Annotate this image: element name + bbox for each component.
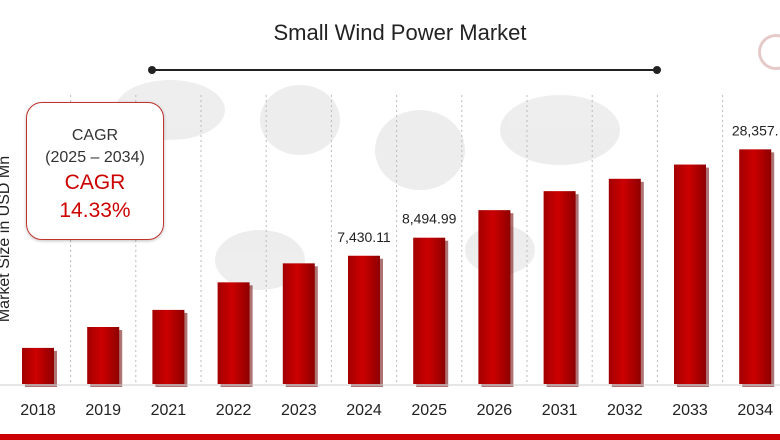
title-rule-left-dot: [148, 66, 156, 74]
x-tick-label-2025: 2025: [411, 402, 447, 419]
x-tick-label-2024: 2024: [346, 402, 382, 419]
x-tick-label-2033: 2033: [672, 402, 708, 419]
bar-2018: [22, 347, 54, 384]
x-tick-label-2019: 2019: [85, 402, 121, 419]
data-label-2025: 8,494.99: [402, 211, 457, 227]
title-rule-right-dot: [653, 66, 661, 74]
watermark-logo-icon: [758, 34, 780, 70]
footer-bar: [0, 434, 780, 440]
x-tick-label-2021: 2021: [151, 402, 187, 419]
cagr-value: 14.33%: [59, 199, 131, 222]
bar-2021: [152, 309, 185, 384]
chart-title: Small Wind Power Market: [273, 20, 527, 45]
bar-2026: [478, 210, 511, 384]
cagr-label: CAGR: [64, 171, 126, 194]
bar-2031: [543, 191, 576, 384]
x-tick-label-2031: 2031: [542, 402, 578, 419]
cagr-period: (2025 – 2034): [45, 149, 145, 166]
bar-2024: [348, 255, 380, 384]
x-tick-label-2034: 2034: [737, 402, 773, 419]
x-tick-label-2032: 2032: [607, 402, 643, 419]
bar-2023: [282, 263, 315, 384]
x-tick-label-2022: 2022: [216, 402, 252, 419]
x-tick-label-2018: 2018: [20, 402, 56, 419]
bar-2025: [413, 237, 446, 384]
cagr-callout: CAGR (2025 – 2034) CAGR 14.33%: [26, 102, 164, 240]
bar-2032: [608, 178, 641, 384]
data-label-2034: 28,357.: [732, 122, 779, 138]
cagr-title: CAGR: [71, 127, 119, 144]
bar-2019: [87, 327, 120, 384]
bar-2022: [217, 282, 250, 384]
x-tick-label-2026: 2026: [477, 402, 513, 419]
bar-2034: [739, 149, 772, 384]
x-tick-label-2023: 2023: [281, 402, 317, 419]
data-label-2024: 7,430.11: [337, 229, 391, 245]
y-axis-label: Market Size in USD Mn: [0, 155, 13, 323]
bar-2033: [674, 164, 706, 384]
